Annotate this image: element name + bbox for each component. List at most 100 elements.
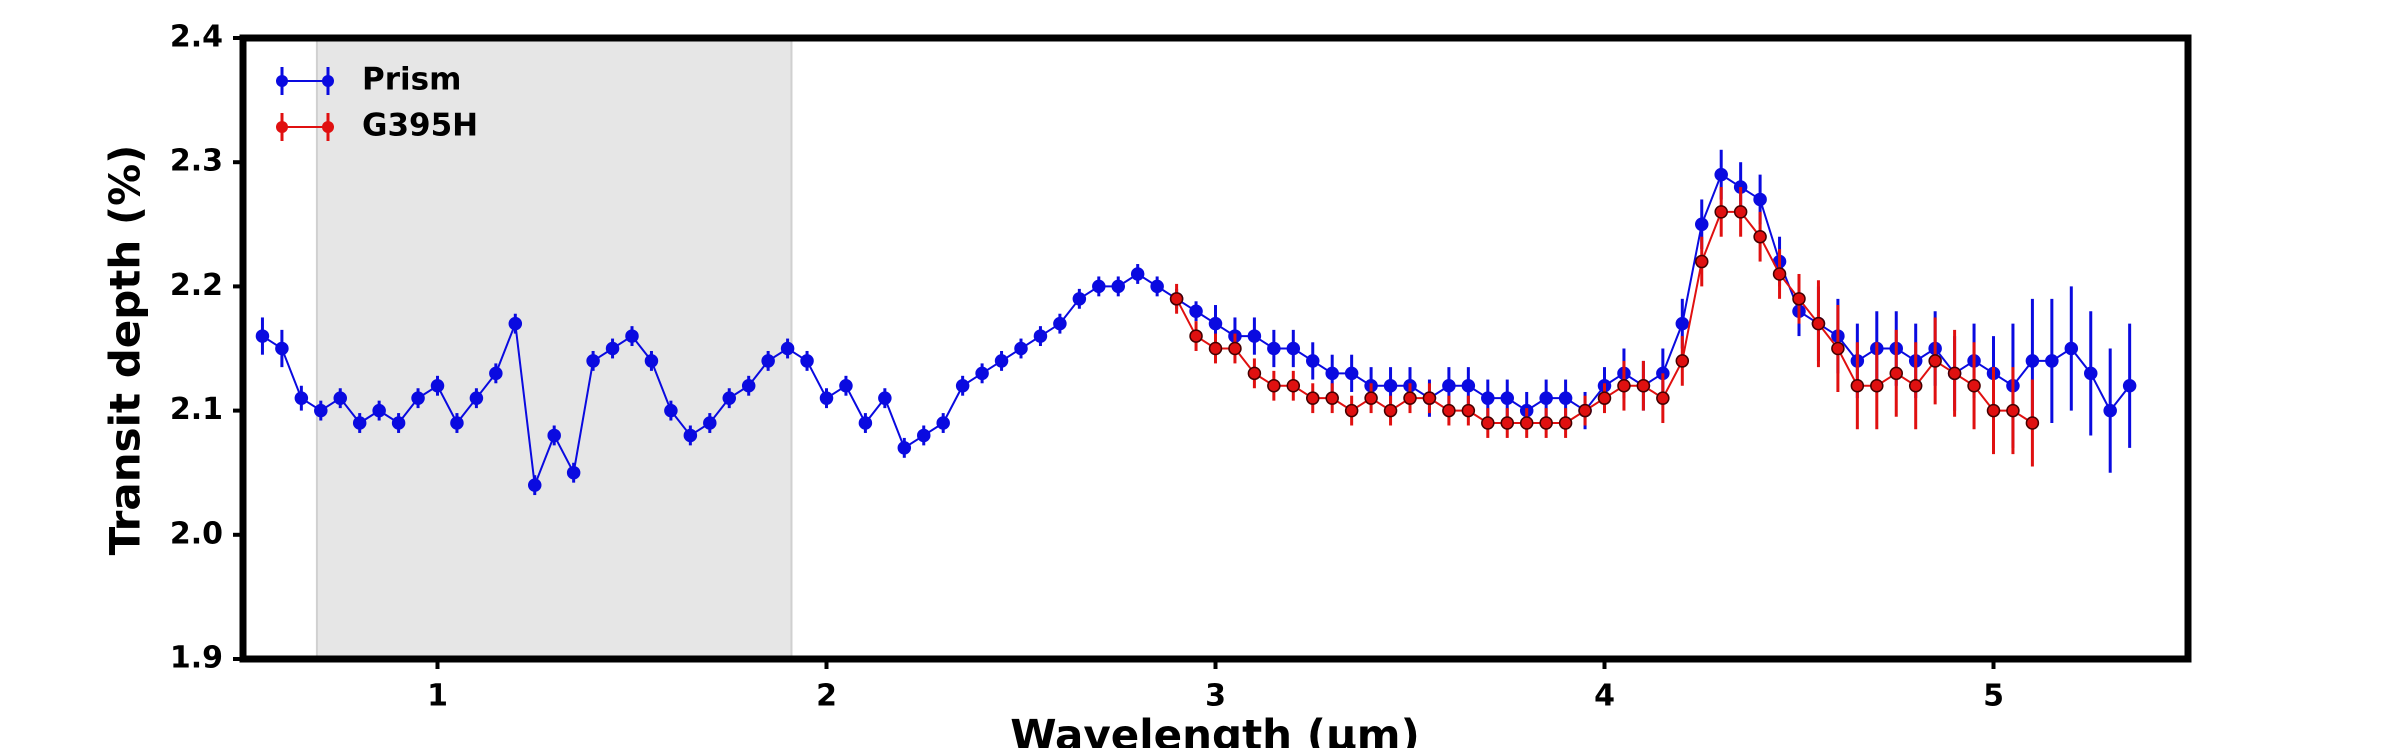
data-point xyxy=(1189,329,1203,343)
y-tick-label: 2.0 xyxy=(170,516,223,551)
data-point xyxy=(1811,316,1826,331)
data-point xyxy=(761,354,775,368)
data-point xyxy=(1850,379,1865,393)
data-point xyxy=(255,329,270,343)
data-point xyxy=(1208,341,1223,356)
data-point xyxy=(1286,341,1301,356)
data-point xyxy=(1675,316,1690,331)
data-point xyxy=(1481,391,1495,405)
data-point xyxy=(625,329,639,343)
data-point xyxy=(1267,341,1281,356)
data-point xyxy=(780,341,795,356)
data-point xyxy=(314,403,328,418)
data-point xyxy=(294,391,309,405)
data-point xyxy=(800,354,814,368)
data-point xyxy=(1695,217,1709,232)
y-tick-label: 2.4 xyxy=(170,20,223,55)
data-point xyxy=(1053,316,1067,331)
data-point xyxy=(1383,379,1398,393)
plot-frame xyxy=(239,34,2192,663)
data-point xyxy=(1558,416,1573,430)
data-point xyxy=(1947,366,1962,381)
data-point xyxy=(1519,416,1534,430)
data-point xyxy=(391,416,406,430)
data-point xyxy=(1169,292,1184,306)
data-point xyxy=(1928,354,1942,368)
y-tick-label: 1.9 xyxy=(170,641,223,676)
data-point xyxy=(1481,416,1495,430)
data-point xyxy=(352,416,367,430)
data-point xyxy=(411,391,425,405)
data-point xyxy=(547,428,561,443)
data-point xyxy=(1325,366,1339,381)
data-point xyxy=(2122,379,2137,393)
legend-marker xyxy=(276,75,288,87)
y-axis-label: Transit depth (%) xyxy=(101,145,150,556)
data-point xyxy=(1072,292,1087,306)
data-point xyxy=(586,354,600,368)
data-point xyxy=(2084,366,2098,381)
data-point xyxy=(1539,391,1553,405)
data-point xyxy=(1753,192,1767,207)
data-point xyxy=(975,366,989,381)
data-point xyxy=(955,379,970,393)
data-point xyxy=(1500,416,1514,430)
data-point xyxy=(566,465,581,480)
x-tick-label: 2 xyxy=(816,679,837,714)
data-point xyxy=(1831,341,1845,356)
data-point xyxy=(528,478,542,492)
data-point xyxy=(489,366,503,381)
series-1 xyxy=(1169,187,2040,467)
data-point xyxy=(1461,403,1476,418)
data-point xyxy=(994,354,1009,368)
data-point xyxy=(1286,379,1301,393)
data-point xyxy=(1325,391,1339,405)
data-point xyxy=(1539,416,1553,430)
data-point xyxy=(897,441,912,455)
data-point xyxy=(1714,167,1728,182)
data-point xyxy=(819,391,834,405)
data-point xyxy=(1695,254,1709,269)
data-point xyxy=(1247,329,1262,343)
data-point xyxy=(839,379,853,393)
data-point xyxy=(1344,403,1359,418)
y-tick-label: 2.3 xyxy=(170,144,223,179)
data-point xyxy=(1986,403,2001,418)
data-point xyxy=(1597,391,1612,405)
data-point xyxy=(1461,379,1476,393)
x-axis-label: Wavelength (µm) xyxy=(1010,711,1420,748)
data-point xyxy=(1247,366,1262,381)
data-point xyxy=(1383,403,1398,418)
data-point xyxy=(1870,379,1884,393)
data-point xyxy=(1111,279,1125,294)
data-point xyxy=(1033,329,1048,343)
data-point xyxy=(275,341,289,356)
data-point xyxy=(878,391,892,405)
data-point xyxy=(1656,391,1670,405)
x-tick-label: 3 xyxy=(1205,679,1226,714)
data-point xyxy=(1889,366,1903,381)
data-point xyxy=(1130,267,1145,281)
data-point xyxy=(664,403,678,418)
data-point xyxy=(1636,379,1651,393)
data-point xyxy=(1267,379,1281,393)
data-point xyxy=(2006,403,2020,418)
shaded-region xyxy=(315,37,793,660)
data-point xyxy=(2064,341,2079,356)
data-point xyxy=(1578,403,1592,418)
data-point xyxy=(1500,391,1514,405)
data-point xyxy=(1422,391,1437,405)
data-point xyxy=(1228,341,1242,356)
data-point xyxy=(1403,391,1417,405)
data-point xyxy=(508,316,523,331)
data-point xyxy=(1675,354,1690,368)
data-point xyxy=(1442,379,1456,393)
data-point xyxy=(1306,354,1320,368)
legend-marker xyxy=(276,121,288,133)
legend-label: G395H xyxy=(362,108,478,144)
data-point xyxy=(450,416,464,430)
data-point xyxy=(2025,354,2040,368)
data-point xyxy=(1558,391,1573,405)
data-point xyxy=(703,416,717,430)
data-point xyxy=(741,379,756,393)
